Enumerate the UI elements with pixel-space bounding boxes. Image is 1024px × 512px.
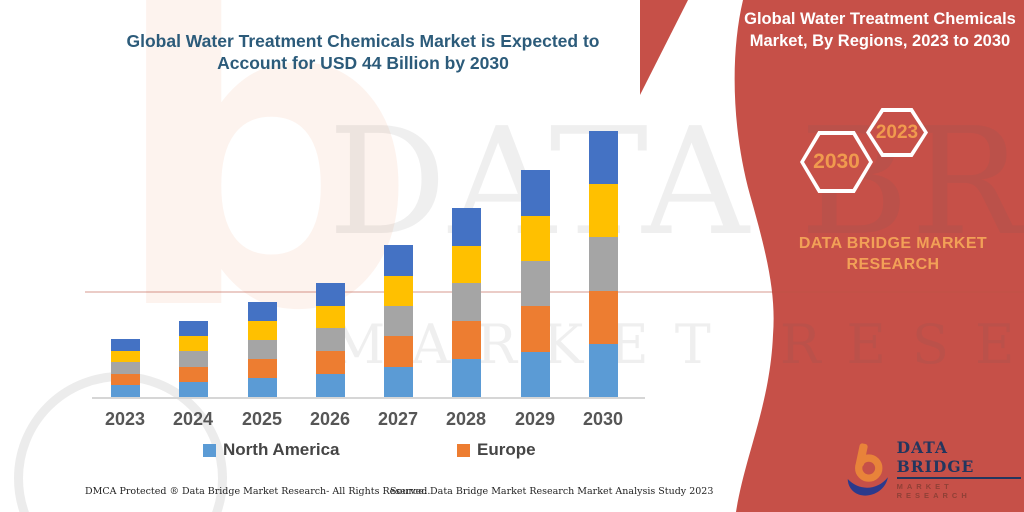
- brand-wordmark-line1: DATA BRIDGE MARKET: [798, 235, 988, 252]
- bar-segment-europe-2029: [520, 306, 550, 352]
- panel-title: Global Water Treatment Chemicals Market,…: [742, 8, 1018, 52]
- bar-segment-unlabeled-region-gray-2030: [588, 237, 618, 291]
- bar-segment-north-america-2030: [588, 343, 618, 397]
- source-footer-text: Source: Data Bridge Market Research Mark…: [390, 486, 714, 497]
- x-axis-label-2027: 2027: [377, 409, 419, 429]
- chart-title-line2: Account for USD 44 Billion by 2030: [217, 53, 509, 73]
- x-axis-label-2030: 2030: [582, 409, 624, 429]
- bar-segment-north-america-2025: [247, 378, 277, 397]
- bar-segment-north-america-2026: [315, 374, 345, 397]
- data-bridge-logo-icon: [847, 443, 888, 496]
- bar-segment-unlabeled-region-blue-2027: [383, 245, 413, 276]
- bar-segment-europe-2027: [383, 336, 413, 367]
- bar-segment-unlabeled-region-yellow-2024: [178, 336, 208, 352]
- bar-segment-unlabeled-region-gray-2025: [247, 340, 277, 360]
- x-axis-label-2026: 2026: [309, 409, 351, 429]
- bar-segment-unlabeled-region-yellow-2029: [520, 215, 550, 261]
- red-side-panel: [640, 0, 1024, 512]
- legend-label-north-america: North America: [223, 440, 340, 459]
- bar-segment-unlabeled-region-gray-2027: [383, 305, 413, 337]
- hexagon-2023: 2023: [866, 108, 928, 157]
- bar-segment-europe-2025: [247, 359, 277, 378]
- bar-segment-unlabeled-region-yellow-2028: [451, 245, 481, 284]
- bar-segment-unlabeled-region-blue-2030: [588, 131, 618, 185]
- x-axis-label-2029: 2029: [514, 409, 556, 429]
- bar-segment-unlabeled-region-blue-2023: [110, 338, 140, 351]
- bar-segment-europe-2030: [588, 290, 618, 344]
- bar-segment-unlabeled-region-blue-2026: [315, 282, 345, 306]
- brand-wordmark: DATA BRIDGE MARKET RESEARCH: [780, 233, 1006, 275]
- bar-segment-unlabeled-region-gray-2029: [520, 260, 550, 307]
- bar-segment-europe-2023: [110, 373, 140, 386]
- bar-segment-europe-2026: [315, 351, 345, 375]
- bar-segment-unlabeled-region-gray-2026: [315, 328, 345, 352]
- chart-title: Global Water Treatment Chemicals Market …: [95, 30, 631, 74]
- bar-segment-unlabeled-region-yellow-2030: [588, 184, 618, 238]
- bar-segment-unlabeled-region-yellow-2026: [315, 305, 345, 329]
- legend-swatch-europe: [457, 443, 470, 457]
- x-axis-line: [92, 397, 645, 399]
- legend-swatch-north-america: [203, 443, 216, 457]
- x-axis-label-2025: 2025: [241, 409, 283, 429]
- legend-item-europe: Europe: [457, 440, 536, 460]
- hexagon-2030: 2030: [800, 131, 873, 193]
- data-bridge-logo: DATA BRIDGE MARKET RESEARCH: [845, 437, 1021, 501]
- bar-segment-unlabeled-region-yellow-2025: [247, 321, 277, 341]
- bar-segment-unlabeled-region-gray-2028: [451, 283, 481, 322]
- legend-label-europe: Europe: [477, 440, 536, 459]
- bar-segment-unlabeled-region-yellow-2027: [383, 275, 413, 306]
- bar-segment-north-america-2023: [110, 385, 140, 397]
- bar-segment-unlabeled-region-gray-2024: [178, 351, 208, 367]
- bar-segment-north-america-2024: [178, 381, 208, 397]
- bar-segment-unlabeled-region-blue-2028: [451, 207, 481, 246]
- logo-name-text: DATA BRIDGE: [896, 438, 1021, 479]
- bar-segment-europe-2028: [451, 321, 481, 360]
- logo-subtitle-text: MARKET RESEARCH: [896, 482, 971, 500]
- bar-segment-unlabeled-region-blue-2029: [520, 170, 550, 216]
- hexagon-2030-label: 2030: [813, 150, 860, 173]
- logo-text-block: DATA BRIDGE MARKET RESEARCH: [896, 438, 1021, 500]
- x-axis-label-2023: 2023: [104, 409, 146, 429]
- x-axis-label-2028: 2028: [445, 409, 487, 429]
- dmca-footer-text: DMCA Protected ® Data Bridge Market Rese…: [85, 486, 431, 497]
- bar-segment-unlabeled-region-blue-2024: [178, 320, 208, 337]
- hexagon-2023-label: 2023: [875, 121, 919, 143]
- chart-title-line1: Global Water Treatment Chemicals Market …: [126, 31, 600, 51]
- bar-segment-north-america-2029: [520, 351, 550, 397]
- bar-segment-unlabeled-region-gray-2023: [110, 362, 140, 374]
- red-panel-shape: [734, 0, 1024, 512]
- bar-segment-unlabeled-region-blue-2025: [247, 302, 277, 322]
- legend-item-north-america: North America: [203, 440, 340, 460]
- bar-segment-north-america-2028: [451, 359, 481, 397]
- panel-title-line2: Market, By Regions, 2023 to 2030: [749, 32, 1011, 50]
- brand-wordmark-line2: RESEARCH: [846, 256, 940, 273]
- bar-segment-north-america-2027: [383, 366, 413, 397]
- red-corner-triangle: [640, 0, 688, 95]
- panel-title-line1: Global Water Treatment Chemicals: [744, 10, 1016, 28]
- bar-segment-unlabeled-region-yellow-2023: [110, 350, 140, 363]
- x-axis-label-2024: 2024: [172, 409, 214, 429]
- bar-segment-europe-2024: [178, 366, 208, 382]
